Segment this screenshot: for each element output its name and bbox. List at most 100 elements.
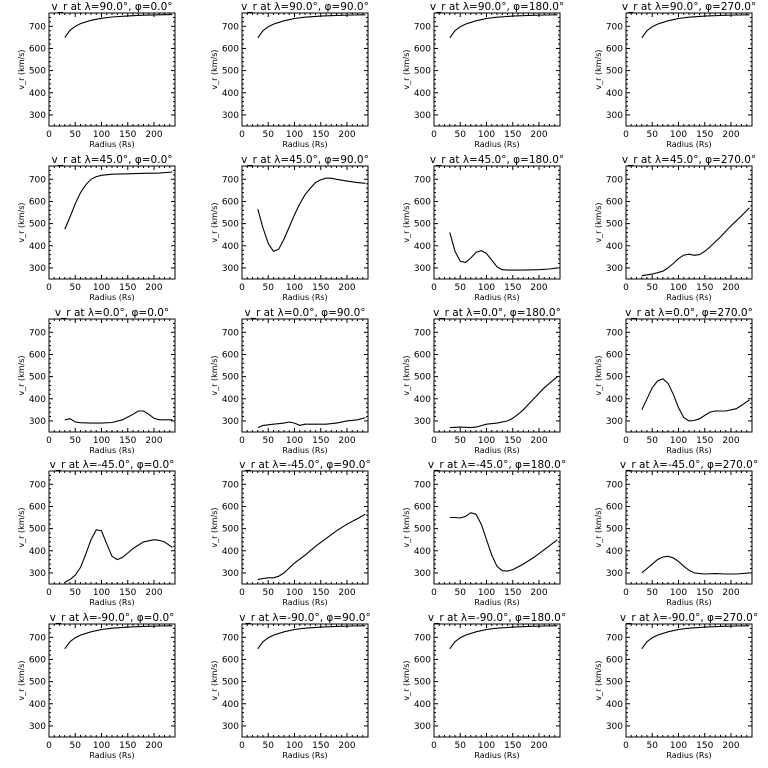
x-tick-label: 50 xyxy=(70,130,82,140)
x-tick-label: 200 xyxy=(722,130,739,140)
y-tick-label: 700 xyxy=(222,175,239,185)
panel: v_r at λ=0.0°, φ=180.0° 0 50 100 150 200 300 40… xyxy=(402,307,561,455)
panel: v_r at λ=45.0°, φ=180.0° 0 50 100 150 200 300 4… xyxy=(402,154,564,302)
x-tick-label: 150 xyxy=(312,741,329,751)
plot-frame xyxy=(241,318,369,433)
plot-frame xyxy=(48,318,176,433)
x-tick-label: 100 xyxy=(670,741,687,751)
x-axis-label: Radius (Rs) xyxy=(282,598,327,607)
panel-title: v_r at λ=-45.0°, φ=270.0° xyxy=(620,459,758,471)
panel-title: v_r at λ=-45.0°, φ=180.0° xyxy=(428,459,566,471)
x-tick-label: 0 xyxy=(623,741,629,751)
series-line xyxy=(449,14,558,39)
y-tick-label: 600 xyxy=(222,44,239,54)
x-tick-label: 0 xyxy=(431,588,437,598)
plot-frame xyxy=(48,623,176,738)
panel: v_r at λ=-45.0°, φ=180.0° 0 50 100 150 200 300… xyxy=(402,459,566,607)
x-tick-label: 100 xyxy=(478,283,495,293)
x-tick-label: 0 xyxy=(46,436,52,446)
y-tick-label: 500 xyxy=(222,67,239,77)
panel-title: v_r at λ=45.0°, φ=270.0° xyxy=(622,154,756,166)
x-axis-label: Radius (Rs) xyxy=(666,140,711,149)
plot-frame xyxy=(625,318,753,433)
y-tick-label: 300 xyxy=(414,264,431,274)
y-tick-label: 600 xyxy=(606,197,623,207)
x-tick-label: 200 xyxy=(338,588,355,598)
y-tick-label: 400 xyxy=(222,700,239,710)
plot-frame xyxy=(48,470,176,585)
y-tick-label: 300 xyxy=(222,417,239,427)
x-tick-label: 0 xyxy=(623,283,629,293)
x-tick-label: 0 xyxy=(431,130,437,140)
x-tick-label: 50 xyxy=(647,741,659,751)
plot-frame xyxy=(433,165,561,280)
y-tick-label: 500 xyxy=(29,67,46,77)
x-tick-label: 100 xyxy=(286,130,303,140)
x-tick-label: 150 xyxy=(312,130,329,140)
plot-frame xyxy=(625,165,753,280)
series-line xyxy=(449,625,558,650)
y-tick-label: 600 xyxy=(606,502,623,512)
y-tick-label: 500 xyxy=(606,678,623,688)
panel-title: v_r at λ=45.0°, φ=90.0° xyxy=(241,154,369,166)
y-tick-label: 500 xyxy=(414,67,431,77)
series-line xyxy=(641,14,750,39)
panel-title: v_r at λ=-45.0°, φ=90.0° xyxy=(239,459,370,471)
series-line xyxy=(449,512,558,572)
x-axis-label: Radius (Rs) xyxy=(282,446,327,455)
y-tick-label: 300 xyxy=(222,722,239,732)
x-tick-label: 100 xyxy=(670,130,687,140)
y-tick-label: 700 xyxy=(29,175,46,185)
panel-title: v_r at λ=0.0°, φ=180.0° xyxy=(433,307,561,319)
panel: v_r at λ=90.0°, φ=180.0° 0 50 100 150 200 300 4… xyxy=(402,1,564,149)
plot-frame xyxy=(241,165,369,280)
y-tick-label: 700 xyxy=(414,633,431,643)
plot-frame xyxy=(241,623,369,738)
y-tick-label: 300 xyxy=(29,722,46,732)
x-tick-label: 100 xyxy=(478,130,495,140)
y-tick-label: 400 xyxy=(606,395,623,405)
x-axis-label: Radius (Rs) xyxy=(474,293,519,302)
x-tick-label: 0 xyxy=(239,741,245,751)
x-tick-label: 150 xyxy=(504,130,521,140)
y-tick-label: 400 xyxy=(29,89,46,99)
series-line xyxy=(257,14,366,39)
x-axis-label: Radius (Rs) xyxy=(474,140,519,149)
x-tick-label: 150 xyxy=(119,741,136,751)
x-tick-label: 150 xyxy=(119,283,136,293)
x-tick-label: 0 xyxy=(431,283,437,293)
y-tick-label: 400 xyxy=(414,395,431,405)
panel: v_r at λ=0.0°, φ=270.0° 0 50 100 150 200 300 40… xyxy=(594,307,753,455)
x-tick-label: 100 xyxy=(93,741,110,751)
plot-frame xyxy=(433,623,561,738)
y-tick-label: 400 xyxy=(606,547,623,557)
y-tick-label: 400 xyxy=(29,700,46,710)
y-tick-label: 700 xyxy=(606,328,623,338)
series-line xyxy=(64,14,173,38)
x-axis-label: Radius (Rs) xyxy=(282,140,327,149)
y-tick-label: 400 xyxy=(29,547,46,557)
panel: v_r at λ=-90.0°, φ=180.0° 0 50 100 150 200 300… xyxy=(402,612,566,760)
x-tick-label: 0 xyxy=(46,741,52,751)
y-tick-label: 700 xyxy=(29,633,46,643)
series-line xyxy=(257,177,366,252)
x-tick-label: 0 xyxy=(623,588,629,598)
panel-title: v_r at λ=-90.0°, φ=180.0° xyxy=(428,612,566,624)
series-line xyxy=(641,207,750,277)
y-axis-label: v_r (km/s) xyxy=(594,355,603,395)
y-tick-label: 500 xyxy=(29,220,46,230)
y-tick-label: 700 xyxy=(606,22,623,32)
x-axis-label: Radius (Rs) xyxy=(474,446,519,455)
panel: v_r at λ=45.0°, φ=90.0° 0 50 100 150 200 300 40… xyxy=(210,154,369,302)
series-line xyxy=(64,625,173,650)
plot-frame xyxy=(433,318,561,433)
y-tick-label: 400 xyxy=(414,547,431,557)
x-tick-label: 200 xyxy=(338,436,355,446)
x-tick-label: 150 xyxy=(119,130,136,140)
y-axis-label: v_r (km/s) xyxy=(594,507,603,547)
y-tick-label: 700 xyxy=(414,22,431,32)
x-axis-label: Radius (Rs) xyxy=(666,751,711,760)
y-tick-label: 700 xyxy=(222,633,239,643)
plot-frame xyxy=(241,12,369,127)
y-axis-label: v_r (km/s) xyxy=(17,49,26,89)
